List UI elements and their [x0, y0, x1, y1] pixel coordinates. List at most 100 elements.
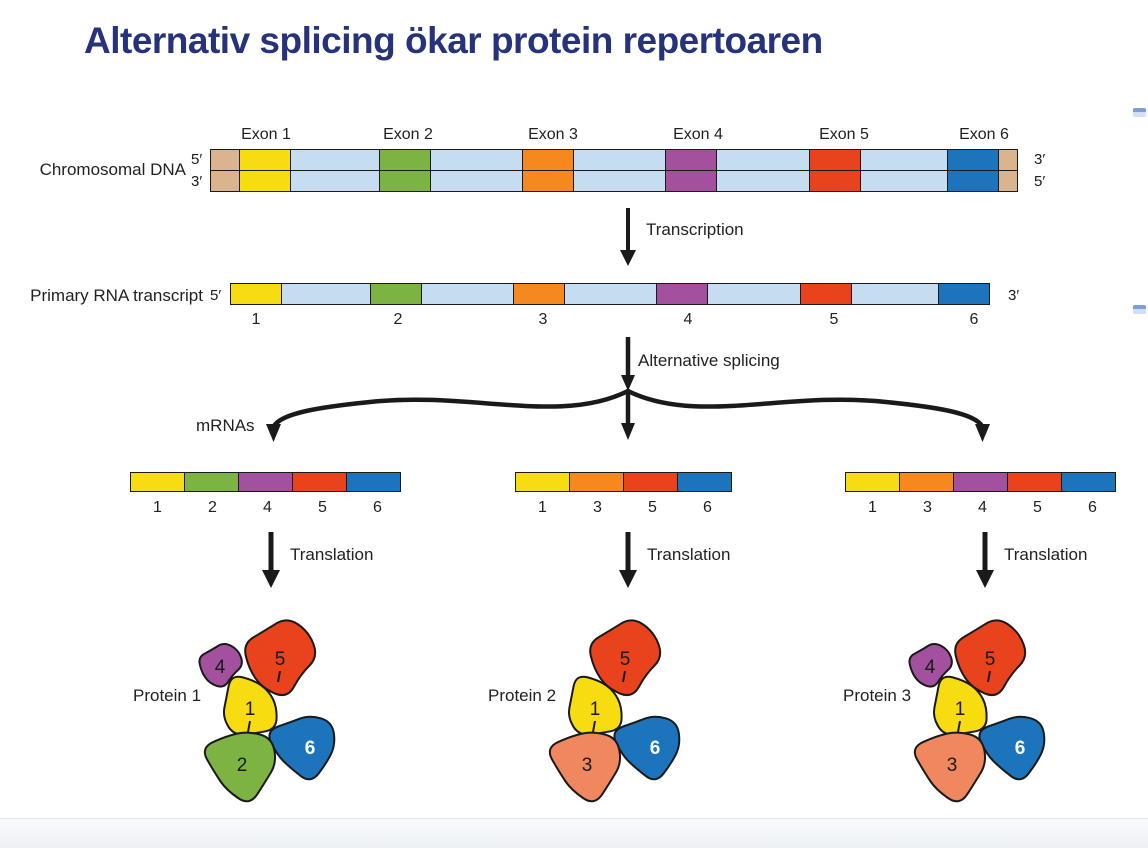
dna-left-prime-bottom: 3′	[191, 173, 203, 190]
segment-exon1	[239, 170, 291, 192]
dna-left-primes: 5′ 3′	[191, 149, 202, 193]
spacer	[724, 126, 818, 144]
segment-exon6	[947, 149, 999, 171]
protein-subunit-6-blob	[613, 715, 681, 781]
segment-exon3	[522, 170, 574, 192]
translation-label: Translation	[647, 545, 731, 564]
segment-exon3	[522, 149, 574, 171]
spacer	[714, 311, 808, 329]
exon-number: 2	[208, 499, 217, 516]
mrna-bar	[130, 472, 405, 492]
segment-exon1	[239, 149, 291, 171]
segment-exon5	[809, 149, 861, 171]
rna-right-prime: 3′	[1008, 287, 1020, 304]
bottom-strip	[0, 818, 1148, 848]
protein-subunit-4-blob	[908, 643, 953, 688]
protein-subunit-5-number: 5	[985, 649, 996, 670]
exon-label: Exon 3	[528, 126, 578, 143]
spacer	[292, 126, 382, 144]
rna-number-row: 1 2 3 4 5 6	[230, 311, 1000, 329]
intron-segment	[430, 170, 523, 192]
splicing-arrow-head	[621, 375, 635, 391]
protein-svg: 5 6 1 3	[548, 619, 681, 803]
exon-number: 3	[593, 499, 602, 516]
segment-exon2	[370, 283, 422, 305]
protein-label: Protein 3	[843, 686, 912, 705]
intron-segment	[716, 149, 810, 171]
intron-segment	[860, 149, 948, 171]
segment-exon5	[292, 472, 347, 492]
dna-end-cap	[210, 170, 240, 192]
branch-right-head	[975, 424, 990, 442]
exon-label-row: Exon 1 Exon 2 Exon 3 Exon 4 Exon 5 Exon 6	[210, 126, 1030, 144]
protein-subunit-5-blob	[244, 619, 317, 696]
exon-number: 1	[251, 311, 261, 328]
dna-left-prime-top: 5′	[191, 151, 203, 168]
exon-label: Exon 4	[673, 126, 723, 143]
mrna: 1 2 4 5 6	[130, 472, 405, 517]
protein-subunit-5-number: 5	[620, 649, 631, 670]
segment-exon3	[899, 472, 954, 492]
rna-label: Primary RNA transcript	[30, 286, 203, 305]
intron-segment	[430, 149, 523, 171]
page-title: Alternativ splicing ökar protein reperto…	[84, 20, 823, 61]
arrow-head	[620, 250, 636, 266]
protein-subunit-5-number: 5	[275, 649, 286, 670]
segment-exon5	[809, 170, 861, 192]
arrow-head	[976, 570, 994, 588]
spacer	[860, 311, 948, 329]
protein-subunit-1-number: 1	[245, 699, 256, 720]
protein-subunit-1-number: 1	[590, 699, 601, 720]
dna-right-primes: 3′ 5′	[1034, 149, 1045, 193]
protein-subunit-6-number: 6	[1015, 738, 1026, 759]
dna-strand-row	[210, 170, 1018, 192]
translation-label: Translation	[1004, 545, 1088, 564]
translation-arrow	[262, 532, 280, 588]
intron-segment	[564, 283, 657, 305]
splicing-label: Alternative splicing	[638, 351, 780, 370]
dna-end-cap	[210, 149, 240, 171]
protein-label: Protein 1	[133, 686, 202, 705]
dna-end-cap	[998, 170, 1018, 192]
dna-right-prime-bottom: 5′	[1034, 173, 1046, 190]
scrollbar-marker-top[interactable]	[1133, 108, 1146, 117]
protein-subunit-5-blob	[954, 619, 1027, 696]
exon-number: 1	[868, 499, 877, 516]
exon-number: 3	[923, 499, 932, 516]
rna-left-prime: 5′	[210, 287, 222, 304]
protein-subunit-3-number: 3	[582, 755, 593, 776]
protein-subunit-2-blob	[203, 731, 277, 803]
segment-exon1	[845, 472, 900, 492]
mrna-bar	[845, 472, 1120, 492]
segment-exon3	[513, 283, 565, 305]
mrna-number-row: 1 3 4 5 6	[845, 499, 1120, 517]
mrnas-label: mRNAs	[196, 416, 255, 435]
scrollbar-marker-bottom[interactable]	[1133, 305, 1146, 314]
segment-exon4	[656, 283, 708, 305]
translation-arrow	[976, 532, 994, 588]
protein-subunit-1-blob	[567, 675, 623, 736]
segment-exon1	[130, 472, 185, 492]
exon-number: 1	[538, 499, 547, 516]
branch-right-curve	[625, 388, 985, 429]
protein-subunit-4-number: 4	[925, 657, 936, 678]
subunit-fold-line	[622, 670, 626, 683]
translation-arrow	[619, 532, 637, 588]
exon-number: 4	[978, 499, 987, 516]
exon-number: 5	[1033, 499, 1042, 516]
segment-exon4	[665, 170, 717, 192]
exon-label: Exon 1	[241, 126, 291, 143]
arrow-head	[262, 570, 280, 588]
protein-label: Protein 2	[488, 686, 557, 705]
exon-number: 6	[969, 311, 979, 328]
rna-bar	[230, 283, 990, 305]
mrna-bar	[515, 472, 735, 492]
protein-subunit-1-blob	[932, 675, 988, 736]
spacer	[424, 311, 517, 329]
protein-subunit-6-number: 6	[305, 738, 316, 759]
segment-exon6	[938, 283, 990, 305]
exon-number: 6	[1088, 499, 1097, 516]
spacer	[282, 311, 372, 329]
dna-end-cap	[998, 149, 1018, 171]
